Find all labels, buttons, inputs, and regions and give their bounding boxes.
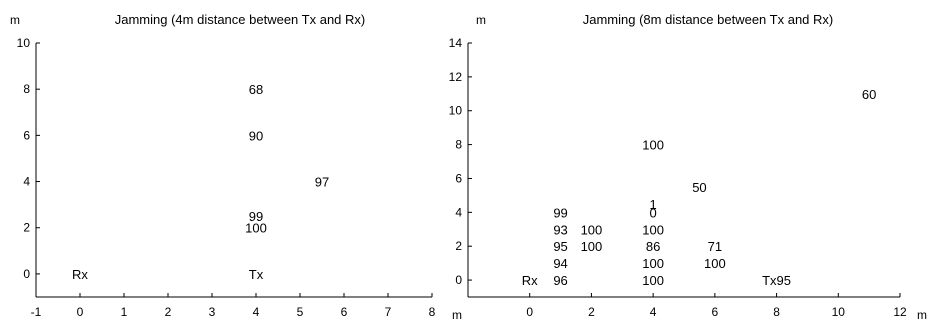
chart-right-point-label: 100 (642, 222, 664, 237)
chart-right-x-tick-label: 4 (650, 305, 657, 319)
chart-left-point-label: 99 (249, 209, 263, 224)
chart-right-point-label: 60 (862, 87, 876, 102)
chart-left-point-label: 90 (249, 128, 263, 143)
chart-right-y-tick-label: 14 (449, 36, 463, 50)
chart-right-x-tick-label: 2 (588, 305, 595, 319)
chart-left: Jamming (4m distance between Tx and Rx) … (10, 12, 462, 322)
chart-right-point-label: 100 (581, 222, 603, 237)
chart-left-x-tick-label: 6 (341, 305, 348, 319)
chart-right-point-label: Rx (522, 273, 538, 288)
chart-right-point-label: 96 (553, 273, 567, 288)
chart-left-y-tick-label: 2 (23, 221, 30, 235)
chart-left-y-tick-label: 8 (23, 82, 30, 96)
chart-left-point-label: 97 (315, 175, 329, 190)
chart-left-y-tick-label: 6 (23, 128, 30, 142)
chart-right-x-tick-label: 12 (893, 305, 907, 319)
chart-right-point-label: 93 (553, 222, 567, 237)
chart-right-y-unit: m (476, 13, 486, 27)
chart-right-point-label: 1 (650, 197, 657, 212)
chart-right-y-tick-label: 8 (455, 138, 462, 152)
chart-right-point-label: 99 (553, 205, 567, 220)
chart-right-point-label: 94 (553, 256, 567, 271)
chart-right-y-tick-label: 2 (455, 239, 462, 253)
chart-right-y-tick-label: 6 (455, 171, 462, 185)
chart-right-title: Jamming (8m distance between Tx and Rx) (583, 12, 833, 27)
chart-right-point-label: Tx95 (762, 273, 791, 288)
chart-right-point-label: 100 (704, 256, 726, 271)
chart-left-y-tick-label: 0 (23, 267, 30, 281)
chart-left-x-tick-label: 2 (165, 305, 172, 319)
chart-right-point-label: 71 (708, 239, 722, 254)
chart-left-x-tick-label: 4 (253, 305, 260, 319)
chart-left-x-tick-label: -1 (31, 305, 42, 319)
chart-right-point-label: 50 (692, 180, 706, 195)
chart-right-point-label: 100 (642, 273, 664, 288)
chart-right-point-label: 100 (642, 138, 664, 153)
chart-left-x-unit: m (452, 308, 462, 322)
chart-left-point-label: 68 (249, 82, 263, 97)
chart-right: Jamming (8m distance between Tx and Rx) … (449, 12, 927, 322)
chart-left-x-tick-label: 7 (385, 305, 392, 319)
chart-right-x-unit: m (917, 308, 927, 322)
chart-right-point-label: 0 (650, 205, 657, 220)
chart-right-point-label: 95 (553, 239, 567, 254)
chart-right-y-tick-label: 12 (449, 70, 463, 84)
chart-right-y-tick-label: 0 (455, 273, 462, 287)
chart-left-y-unit: m (10, 13, 20, 27)
chart-left-title: Jamming (4m distance between Tx and Rx) (115, 12, 365, 27)
chart-right-point-label: 100 (581, 239, 603, 254)
chart-left-x-tick-label: 1 (121, 305, 128, 319)
chart-left-point-label: Tx (249, 267, 264, 282)
chart-left-x-tick-label: 3 (209, 305, 216, 319)
chart-left-x-tick-label: 0 (77, 305, 84, 319)
chart-left-x-tick-label: 5 (297, 305, 304, 319)
chart-left-point-label: Rx (72, 267, 88, 282)
chart-right-x-tick-label: 0 (526, 305, 533, 319)
chart-right-y-tick-label: 10 (449, 104, 463, 118)
chart-left-y-tick-label: 4 (23, 175, 30, 189)
chart-right-x-tick-label: 8 (773, 305, 780, 319)
chart-left-y-tick-label: 10 (17, 36, 31, 50)
chart-left-x-tick-label: 8 (429, 305, 436, 319)
chart-left-point-label: 100 (245, 221, 267, 236)
chart-right-point-label: 86 (646, 239, 660, 254)
chart-right-y-tick-label: 4 (455, 205, 462, 219)
chart-right-point-label: 100 (642, 256, 664, 271)
chart-right-x-tick-label: 10 (832, 305, 846, 319)
chart-right-x-tick-label: 6 (712, 305, 719, 319)
